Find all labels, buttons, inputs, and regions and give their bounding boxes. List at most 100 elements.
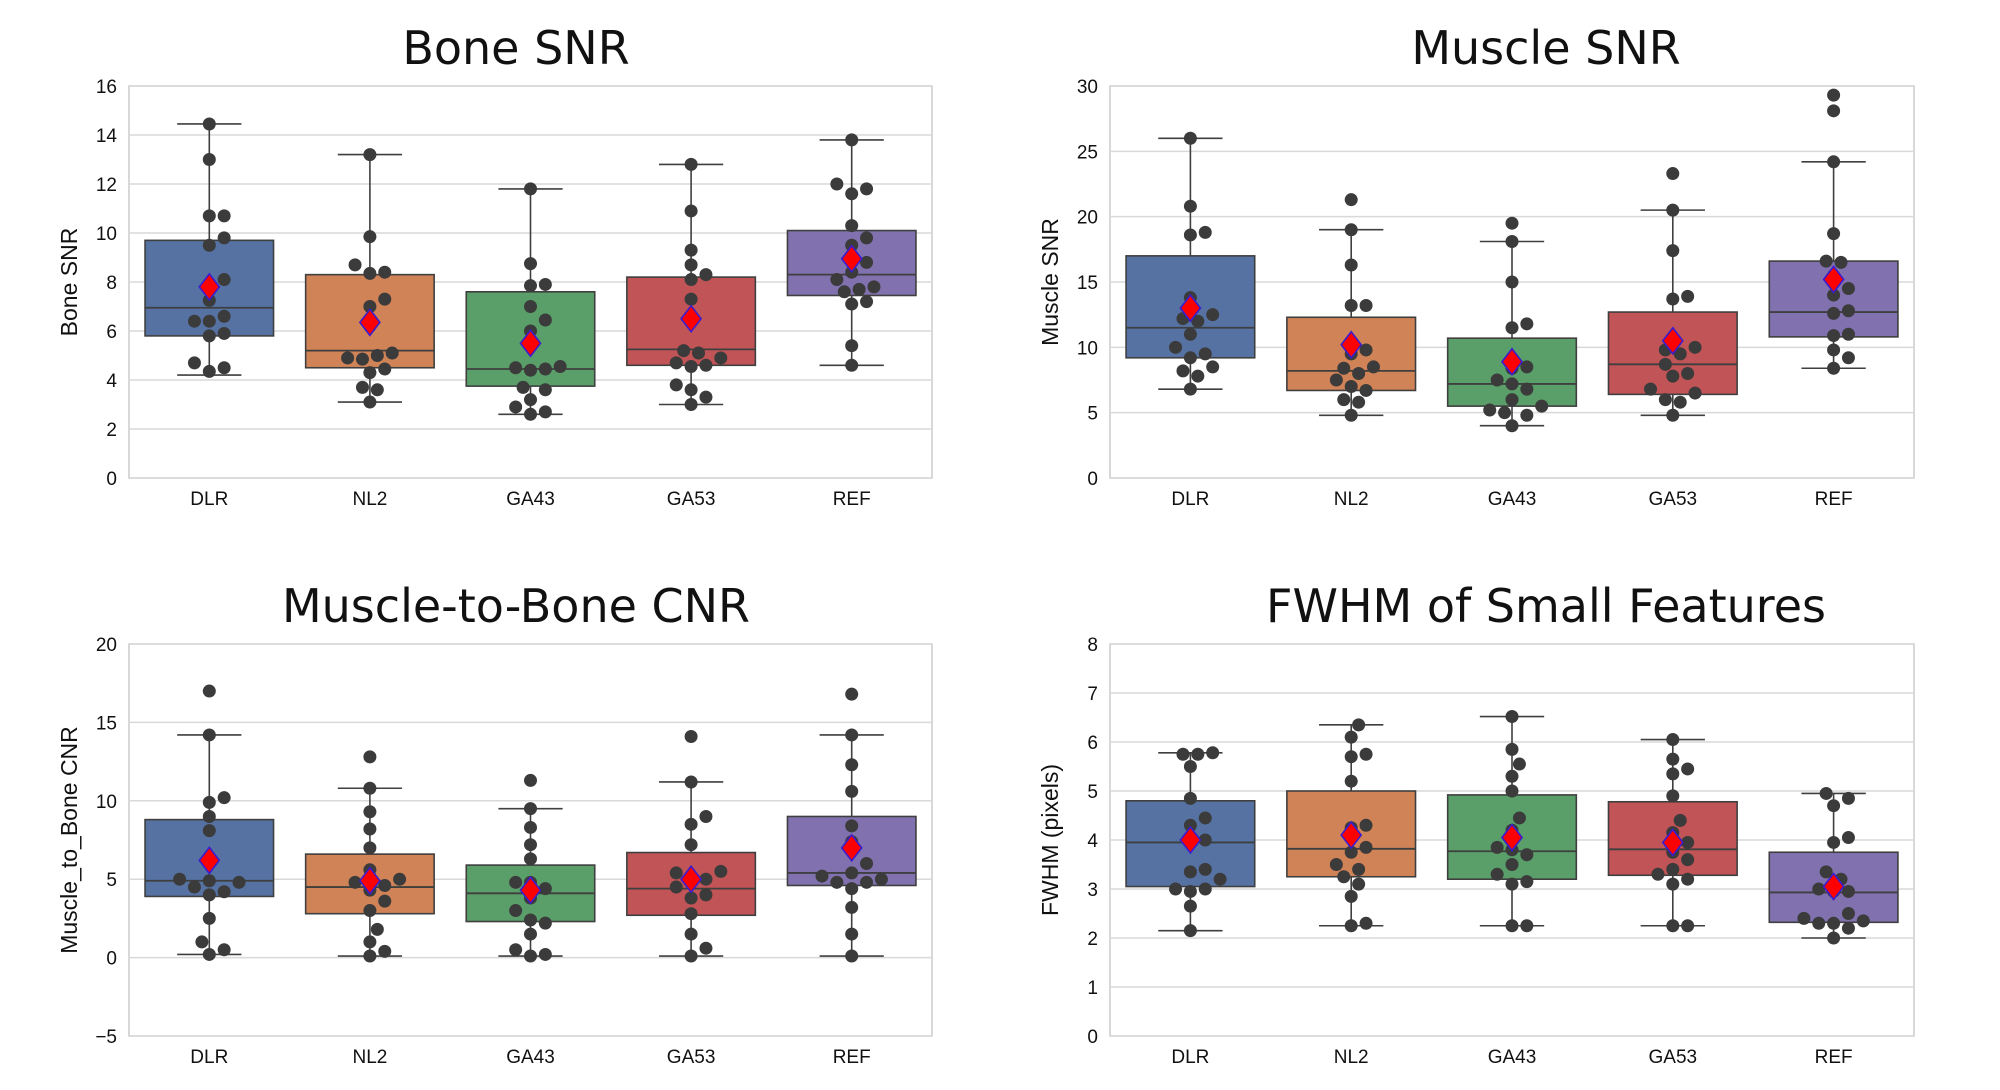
x-tick-label: GA53 (1649, 1047, 1698, 1068)
y-tick-label: 3 (1087, 880, 1098, 901)
y-tick-label: 4 (106, 371, 117, 392)
chart-title: Muscle SNR (1411, 21, 1680, 75)
data-point (669, 880, 683, 894)
data-point (538, 947, 552, 961)
data-point (874, 872, 888, 886)
data-point (341, 351, 355, 365)
x-tick-label: REF (1815, 1047, 1853, 1068)
data-point (1673, 395, 1687, 409)
x-tick-label: GA43 (1488, 1047, 1537, 1068)
x-tick-label: REF (1815, 489, 1853, 510)
x-tick-label: GA43 (506, 1047, 555, 1068)
data-point (524, 913, 537, 927)
data-point (830, 875, 844, 889)
data-point (355, 352, 369, 366)
data-point (1344, 774, 1358, 788)
data-point (1827, 343, 1841, 357)
data-point (1352, 877, 1366, 891)
data-point (1841, 351, 1855, 365)
data-point (1183, 791, 1197, 805)
data-point (1198, 862, 1212, 876)
data-point (1512, 757, 1526, 771)
x-tick-label: DLR (1171, 1047, 1209, 1068)
data-point (860, 875, 874, 889)
data-point (232, 875, 246, 889)
data-point (1827, 88, 1841, 102)
data-point (363, 148, 377, 162)
data-point (1344, 380, 1358, 394)
mean-marker (680, 304, 703, 334)
data-point (1490, 867, 1504, 881)
data-point (217, 361, 231, 375)
data-point (173, 872, 187, 886)
data-point (852, 282, 866, 296)
data-point (845, 728, 859, 742)
data-point (538, 405, 552, 419)
data-point (669, 378, 683, 392)
data-point (1169, 340, 1183, 354)
data-point (202, 911, 216, 925)
data-point (1505, 877, 1519, 891)
data-point (1827, 227, 1841, 241)
y-axis-label: Muscle_to_Bone CNR (56, 726, 82, 954)
data-point (524, 407, 537, 421)
data-point (1505, 919, 1519, 933)
data-point (1841, 327, 1855, 341)
chart-4: 0 1 2 3 4 5 6 7 8 FWHM of Small Features FWHM (pix… (1037, 579, 1915, 1068)
y-axis-label: Muscle SNR (1037, 218, 1063, 346)
y-tick-label: −5 (95, 1027, 117, 1048)
data-point (699, 872, 713, 886)
mean-marker (1500, 823, 1524, 852)
data-point (1352, 862, 1366, 876)
data-point (509, 361, 523, 375)
data-point (202, 874, 216, 888)
data-point (1520, 382, 1534, 396)
data-point (699, 941, 713, 955)
data-point (363, 300, 377, 313)
x-tick-label: DLR (1171, 489, 1209, 510)
data-point (1666, 408, 1680, 422)
data-point (378, 894, 392, 908)
data-point (538, 362, 552, 376)
data-point (684, 775, 698, 789)
data-point (684, 157, 698, 171)
data-point (1827, 288, 1841, 302)
data-point (1359, 818, 1373, 832)
y-tick-label: 5 (1087, 782, 1098, 803)
data-point (1827, 931, 1841, 945)
data-point (1819, 865, 1833, 879)
data-point (378, 878, 392, 892)
data-point (1819, 254, 1833, 268)
data-point (378, 362, 392, 376)
data-point (699, 358, 713, 372)
data-point (1359, 916, 1373, 930)
data-point (1827, 155, 1841, 169)
data-point (1344, 889, 1358, 903)
data-point (1841, 831, 1855, 845)
data-point (1344, 258, 1358, 272)
data-point (1198, 833, 1212, 847)
data-point (845, 339, 859, 353)
data-point (217, 326, 231, 340)
data-point (370, 349, 384, 362)
data-point (1183, 228, 1197, 242)
data-point (524, 820, 537, 834)
mean-marker (198, 272, 221, 302)
data-point (1191, 369, 1205, 383)
data-point (378, 292, 392, 306)
data-point (684, 243, 698, 257)
y-tick-label: 25 (1077, 142, 1098, 163)
data-point (1206, 746, 1220, 760)
data-point (1681, 835, 1695, 849)
chart-title: FWHM of Small Features (1266, 579, 1826, 633)
data-point (1666, 877, 1680, 891)
data-point (363, 781, 377, 795)
data-point (669, 866, 683, 880)
data-point (845, 133, 859, 147)
data-point (370, 922, 384, 936)
data-point (677, 344, 691, 358)
data-point (217, 231, 231, 245)
data-point (1681, 366, 1695, 380)
data-point (684, 949, 698, 963)
data-point (684, 927, 698, 941)
